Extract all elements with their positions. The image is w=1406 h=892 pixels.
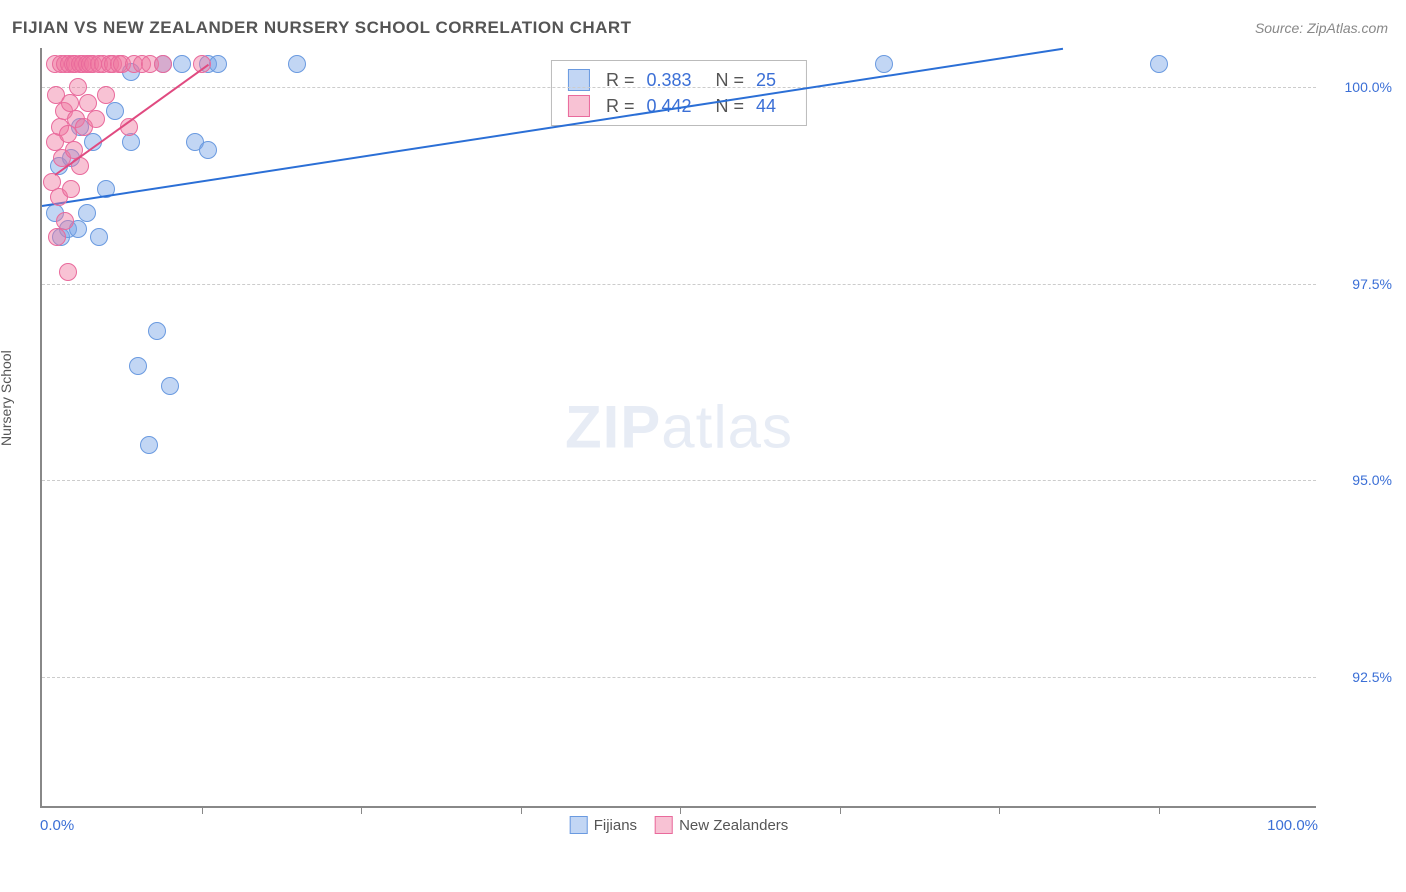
- watermark-light: atlas: [661, 394, 793, 461]
- xtick-mark: [840, 806, 841, 814]
- swatch-nz: [568, 95, 590, 117]
- data-point: [56, 212, 74, 230]
- watermark: ZIPatlas: [565, 393, 793, 462]
- swatch-nz-icon: [655, 816, 673, 834]
- plot-area: ZIPatlas R = 0.383 N = 25 R = 0.442 N = …: [40, 48, 1316, 808]
- xtick-mark: [999, 806, 1000, 814]
- legend-item-fijians: Fijians: [570, 816, 637, 834]
- ytick-label: 92.5%: [1322, 669, 1392, 685]
- data-point: [875, 55, 893, 73]
- ytick-label: 100.0%: [1322, 79, 1392, 95]
- ytick-label: 97.5%: [1322, 276, 1392, 292]
- data-point: [90, 228, 108, 246]
- data-point: [87, 110, 105, 128]
- x-max-label: 100.0%: [1267, 817, 1318, 834]
- watermark-bold: ZIP: [565, 394, 661, 461]
- source-label: Source: ZipAtlas.com: [1255, 20, 1388, 36]
- data-point: [161, 377, 179, 395]
- data-point: [122, 133, 140, 151]
- data-point: [97, 86, 115, 104]
- swatch-fijians-icon: [570, 816, 588, 834]
- xtick-mark: [1159, 806, 1160, 814]
- xtick-mark: [521, 806, 522, 814]
- gridline: [42, 87, 1316, 88]
- gridline: [42, 480, 1316, 481]
- data-point: [78, 204, 96, 222]
- data-point: [129, 357, 147, 375]
- data-point: [173, 55, 191, 73]
- legend-label-fijians: Fijians: [594, 817, 637, 834]
- chart-title: FIJIAN VS NEW ZEALANDER NURSERY SCHOOL C…: [12, 18, 632, 38]
- data-point: [48, 228, 66, 246]
- data-point: [209, 55, 227, 73]
- n-value-nz: 44: [756, 96, 776, 117]
- x-min-label: 0.0%: [40, 817, 74, 834]
- legend-bottom: Fijians New Zealanders: [570, 816, 789, 834]
- ytick-label: 95.0%: [1322, 472, 1392, 488]
- data-point: [154, 55, 172, 73]
- xtick-mark: [202, 806, 203, 814]
- data-point: [62, 180, 80, 198]
- data-point: [1150, 55, 1168, 73]
- y-axis-label: Nursery School: [0, 350, 14, 446]
- legend-label-nz: New Zealanders: [679, 817, 788, 834]
- data-point: [199, 141, 217, 159]
- data-point: [288, 55, 306, 73]
- data-point: [59, 263, 77, 281]
- data-point: [140, 436, 158, 454]
- data-point: [148, 322, 166, 340]
- xtick-mark: [680, 806, 681, 814]
- legend-item-nz: New Zealanders: [655, 816, 788, 834]
- gridline: [42, 284, 1316, 285]
- xtick-mark: [361, 806, 362, 814]
- stats-row-fijians: R = 0.383 N = 25: [568, 67, 790, 93]
- data-point: [106, 102, 124, 120]
- gridline: [42, 677, 1316, 678]
